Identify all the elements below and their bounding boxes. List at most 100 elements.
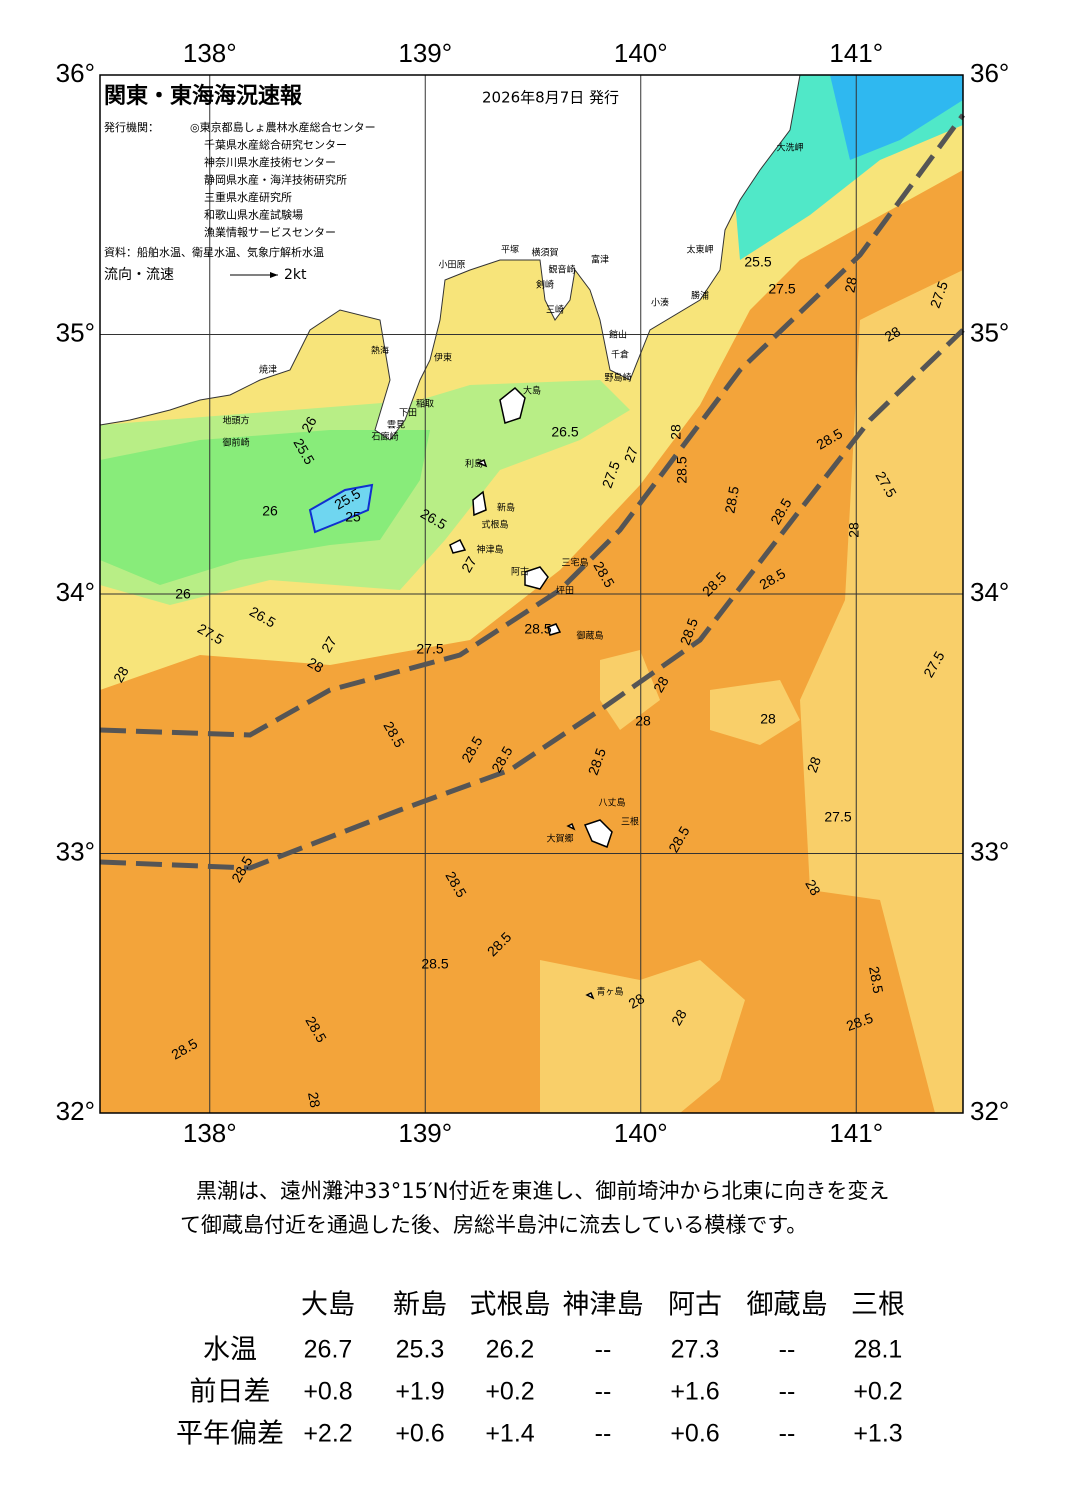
place-name: 大島 (523, 385, 541, 397)
place-name: 太東岬 (686, 244, 713, 256)
lon-label: 141° (829, 1118, 883, 1148)
legend-scale: 2kt (284, 267, 307, 283)
issuer: ◎東京都島しょ農林水産総合センター (190, 120, 376, 134)
table-cell: +0.8 (303, 1378, 352, 1406)
table-cell: +0.6 (395, 1420, 444, 1448)
contour-label: 28.5 (721, 485, 742, 515)
row-label: 前日差 (190, 1377, 271, 1408)
place-name: 八丈島 (598, 797, 625, 809)
contour-label: 27.5 (768, 281, 795, 297)
issuer: 漁業情報サービスセンター (204, 225, 336, 239)
place-name: 大洗岬 (776, 142, 803, 154)
place-name: 式根島 (481, 519, 508, 531)
contour-label: 28 (841, 276, 859, 294)
table-header: 式根島 (470, 1290, 551, 1321)
island (449, 386, 613, 1000)
table-header: 大島 (301, 1290, 355, 1321)
table-cell: -- (779, 1420, 796, 1448)
table-header: 阿古 (668, 1290, 722, 1321)
contour-label: 28 (650, 673, 672, 695)
warm-zone (800, 270, 963, 1113)
place-name: 勝浦 (691, 290, 709, 302)
table-header: 御蔵島 (747, 1290, 828, 1321)
lat-label: 35° (56, 317, 95, 347)
contour-label: 28 (668, 1006, 690, 1028)
warm-zone (540, 960, 745, 1113)
place-name: 館山 (609, 329, 627, 341)
legend-label: 流向・流速 (104, 267, 174, 283)
lat-label: 34° (970, 577, 1009, 607)
table-header: 三根 (851, 1290, 905, 1321)
place-name: 焼津 (259, 365, 277, 376)
cold-zone (308, 483, 374, 534)
issuer: 和歌山県水産試験場 (204, 208, 303, 222)
place-name: 三根 (621, 816, 639, 828)
contour-label: 27 (458, 553, 480, 575)
contour-label: 26 (298, 413, 320, 435)
table-cell: +1.3 (853, 1420, 902, 1448)
place-name: 大賀郷 (546, 833, 573, 845)
table-cell: 26.2 (486, 1336, 535, 1364)
place-name: 観音崎 (548, 264, 575, 276)
place-name: 阿古 (511, 566, 529, 578)
lon-label: 138° (183, 1118, 237, 1148)
lat-label: 32° (56, 1096, 95, 1126)
issuer: 静岡県水産・海洋技術研究所 (204, 173, 347, 187)
place-name: 石廊崎 (371, 431, 398, 443)
contour-label: 28.5 (421, 956, 448, 972)
contour-label: 28.5 (866, 965, 887, 995)
place-name: 御前崎 (222, 437, 249, 449)
place-name: 小田原 (438, 260, 465, 271)
contour-label: 28 (804, 754, 824, 774)
table-cell: +0.2 (853, 1378, 902, 1406)
table-cell: 26.7 (304, 1336, 353, 1364)
issuer: 千葉県水産総合研究センター (204, 138, 347, 152)
row-label: 水温 (203, 1335, 257, 1366)
place-name: 三宅島 (561, 557, 588, 569)
contour-label: 28 (635, 713, 651, 729)
table-cell: 27.3 (671, 1336, 720, 1364)
place-name: 千倉 (611, 349, 629, 361)
kuroshio-path (99, 113, 966, 738)
contour-label: 28 (882, 323, 904, 345)
place-name: 雲見 (387, 420, 405, 431)
place-name: 下田 (399, 408, 417, 419)
contour-label: 26 (262, 503, 278, 519)
table-cell: +1.4 (485, 1420, 534, 1448)
map-frame (99, 74, 964, 1114)
contour-label: 28 (802, 877, 824, 899)
place-name: 横須賀 (531, 247, 558, 259)
map-title: 関東・東海海況速報 (104, 83, 303, 109)
issuer: 三重県水産研究所 (204, 190, 292, 204)
issuer-label: 発行機関： (104, 120, 159, 134)
contour-label: 28 (668, 424, 684, 440)
table-cell: +1.9 (395, 1378, 444, 1406)
lat-label: 33° (56, 836, 95, 866)
contour-label: 28 (626, 990, 648, 1012)
place-name: 神津島 (476, 544, 503, 556)
contour-label: 28 (305, 654, 327, 676)
place-name: 伊東 (434, 352, 452, 364)
contour-label: 28.5 (524, 621, 551, 637)
table-cell: +2.2 (303, 1420, 352, 1448)
contour-label: 26 (175, 586, 191, 602)
lon-label: 141° (829, 38, 883, 68)
lat-label: 35° (970, 317, 1009, 347)
contour-label: 28.5 (674, 456, 690, 483)
place-name: 小湊 (651, 297, 669, 309)
issuer: 神奈川県水産技術センター (204, 155, 336, 169)
place-name: 熱海 (371, 345, 389, 357)
place-name: 坪田 (556, 586, 574, 597)
table-cell: +1.6 (670, 1378, 719, 1406)
contour-label: 25 (345, 509, 361, 525)
summary-line: 黒潮は、遠州灘沖33°15′N付近を東進し、御前埼沖から北東に向きを変え (196, 1179, 889, 1203)
kuroshio-path (99, 328, 965, 871)
warm-zone (710, 680, 800, 745)
warm-zone (600, 650, 660, 730)
contour-label: 27.5 (416, 641, 443, 657)
table-cell: -- (595, 1420, 612, 1448)
lat-label: 33° (970, 836, 1009, 866)
contour-label: 28 (305, 1091, 323, 1109)
contour-label: 27.5 (824, 809, 851, 825)
lat-label: 34° (56, 577, 95, 607)
